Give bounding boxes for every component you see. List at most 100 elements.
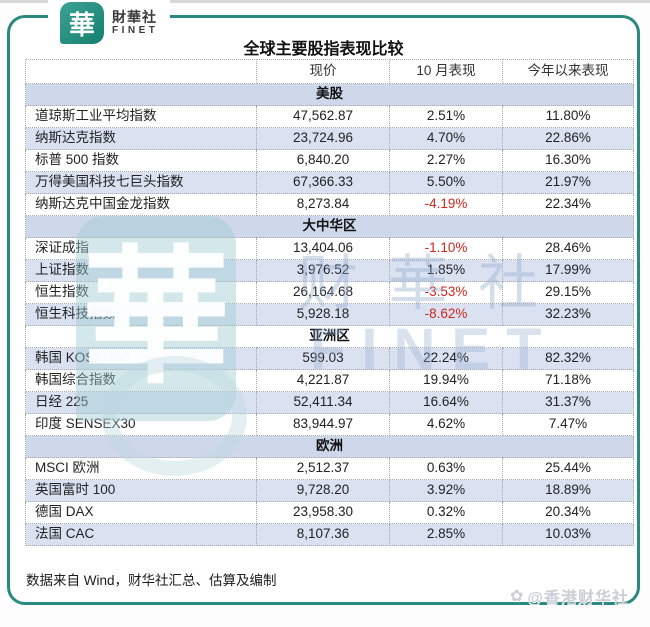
oct-performance-cell: -3.53% <box>389 281 503 304</box>
ytd-performance-cell: 25.44% <box>502 457 634 480</box>
brand-name-en: FINET <box>112 25 159 37</box>
ytd-performance-cell: 20.34% <box>502 501 634 524</box>
ytd-performance-cell: 17.99% <box>502 259 634 282</box>
section-name: 欧洲 <box>25 435 634 458</box>
ytd-performance-cell: 22.86% <box>502 127 634 150</box>
publisher-badge-text: @香港财华社 <box>527 590 629 607</box>
ytd-performance-cell: 82.32% <box>502 347 634 370</box>
table-row: 上证指数 3,976.52 1.85% 17.99% <box>25 259 634 282</box>
ytd-performance-cell: 71.18% <box>502 369 634 392</box>
table-row: 恒生科技指数 5,928.18 -8.62% 32.23% <box>25 303 634 326</box>
price-cell: 67,366.33 <box>256 171 390 194</box>
indices-table: 现价 10 月表现 今年以来表现 美股 道琼斯工业平均指数 47,562.87 2.51%… <box>25 59 634 546</box>
oct-performance-cell: 1.85% <box>389 259 503 282</box>
table-row: 德国 DAX 23,958.30 0.32% 20.34% <box>25 501 634 524</box>
oct-performance-cell: 2.85% <box>389 523 503 546</box>
oct-performance-cell: 22.24% <box>389 347 503 370</box>
oct-performance-cell: 4.70% <box>389 127 503 150</box>
price-cell: 599.03 <box>256 347 390 370</box>
brand-name-cn: 財華社 <box>112 9 157 26</box>
table-row: 深证成指 13,404.06 -1.10% 28.46% <box>25 237 634 260</box>
oct-performance-cell: 0.32% <box>389 501 503 524</box>
price-cell: 8,273.84 <box>256 193 390 216</box>
price-cell: 26,164.68 <box>256 281 390 304</box>
index-name-cell: 恒生科技指数 <box>25 303 257 326</box>
ytd-performance-cell: 29.15% <box>502 281 634 304</box>
table-row: 日经 225 52,411.34 16.64% 31.37% <box>25 391 634 414</box>
index-name-cell: 恒生指数 <box>25 281 257 304</box>
price-cell: 9,728.20 <box>256 479 390 502</box>
price-cell: 23,724.96 <box>256 127 390 150</box>
price-cell: 47,562.87 <box>256 105 390 128</box>
oct-performance-cell: 2.51% <box>389 105 503 128</box>
table-row: 纳斯达克中国金龙指数 8,273.84 -4.19% 22.34% <box>25 193 634 216</box>
oct-performance-cell: 16.64% <box>389 391 503 414</box>
index-name-cell: 上证指数 <box>25 259 257 282</box>
page-title: 全球主要股指表现比较 <box>243 41 404 58</box>
section-name: 亚洲区 <box>25 325 634 348</box>
table-row: 纳斯达克指数 23,724.96 4.70% 22.86% <box>25 127 634 150</box>
section-name: 大中华区 <box>25 215 634 238</box>
index-name-cell: 标普 500 指数 <box>25 149 257 172</box>
publisher-badge: ✿ @香港财华社 <box>510 584 629 608</box>
ytd-performance-cell: 11.80% <box>502 105 634 128</box>
oct-performance-cell: 2.27% <box>389 149 503 172</box>
index-name-cell: 韩国综合指数 <box>25 369 257 392</box>
ytd-performance-cell: 28.46% <box>502 237 634 260</box>
ytd-performance-cell: 31.37% <box>502 391 634 414</box>
table-row: 法国 CAC 8,107.36 2.85% 10.03% <box>25 523 634 546</box>
index-name-cell: 纳斯达克中国金龙指数 <box>25 193 257 216</box>
ytd-performance-cell: 21.97% <box>502 171 634 194</box>
table-row: 万得美国科技七巨头指数 67,366.33 5.50% 21.97% <box>25 171 634 194</box>
index-name-cell: 法国 CAC <box>25 523 257 546</box>
table-row: 标普 500 指数 6,840.20 2.27% 16.30% <box>25 149 634 172</box>
ytd-performance-cell: 16.30% <box>502 149 634 172</box>
oct-performance-cell: -1.10% <box>389 237 503 260</box>
column-header: 现价 <box>256 59 390 84</box>
index-name-cell: 纳斯达克指数 <box>25 127 257 150</box>
price-cell: 3,976.52 <box>256 259 390 282</box>
table-row: MSCI 欧洲 2,512.37 0.63% 25.44% <box>25 457 634 480</box>
ytd-performance-cell: 32.23% <box>502 303 634 326</box>
index-column-header <box>25 59 257 84</box>
ytd-performance-cell: 22.34% <box>502 193 634 216</box>
index-name-cell: 印度 SENSEX30 <box>25 413 257 436</box>
table-row: 恒生指数 26,164.68 -3.53% 29.15% <box>25 281 634 304</box>
column-header-row: 现价 10 月表现 今年以来表现 <box>25 59 634 84</box>
price-cell: 2,512.37 <box>256 457 390 480</box>
section-header-row: 欧洲 <box>25 435 634 458</box>
price-cell: 83,944.97 <box>256 413 390 436</box>
price-cell: 23,958.30 <box>256 501 390 524</box>
ytd-performance-cell: 10.03% <box>502 523 634 546</box>
index-name-cell: 英国富时 100 <box>25 479 257 502</box>
index-name-cell: 道琼斯工业平均指数 <box>25 105 257 128</box>
table-row: 韩国综合指数 4,221.87 19.94% 71.18% <box>25 369 634 392</box>
section-header-row: 亚洲区 <box>25 325 634 348</box>
table-row: 印度 SENSEX30 83,944.97 4.62% 7.47% <box>25 413 634 436</box>
source-note: 数据来自 Wind，财华社汇总、估算及编制 <box>26 573 277 588</box>
finet-logo-icon: 華 <box>60 2 104 44</box>
oct-performance-cell: 19.94% <box>389 369 503 392</box>
oct-performance-cell: 5.50% <box>389 171 503 194</box>
oct-performance-cell: 0.63% <box>389 457 503 480</box>
index-name-cell: 万得美国科技七巨头指数 <box>25 171 257 194</box>
logo-character: 華 <box>68 9 95 40</box>
price-cell: 5,928.18 <box>256 303 390 326</box>
column-header: 今年以来表现 <box>502 59 634 84</box>
oct-performance-cell: 3.92% <box>389 479 503 502</box>
index-name-cell: 韩国 KOSPI200 <box>25 347 257 370</box>
index-name-cell: 深证成指 <box>25 237 257 260</box>
section-header-row: 美股 <box>25 83 634 106</box>
content-card: 華 財華社 FINET 全球主要股指表现比较 现价 10 月表现 今年以来表现 美股… <box>7 0 640 608</box>
brand-wordmark: 財華社 FINET <box>112 9 158 37</box>
oct-performance-cell: -8.62% <box>389 303 503 326</box>
price-cell: 4,221.87 <box>256 369 390 392</box>
price-cell: 52,411.34 <box>256 391 390 414</box>
table-row: 道琼斯工业平均指数 47,562.87 2.51% 11.80% <box>25 105 634 128</box>
table-row: 韩国 KOSPI200 599.03 22.24% 82.32% <box>25 347 634 370</box>
ytd-performance-cell: 7.47% <box>502 413 634 436</box>
price-cell: 6,840.20 <box>256 149 390 172</box>
section-header-row: 大中华区 <box>25 215 634 238</box>
top-divider <box>0 0 650 3</box>
column-header: 10 月表现 <box>389 59 503 84</box>
